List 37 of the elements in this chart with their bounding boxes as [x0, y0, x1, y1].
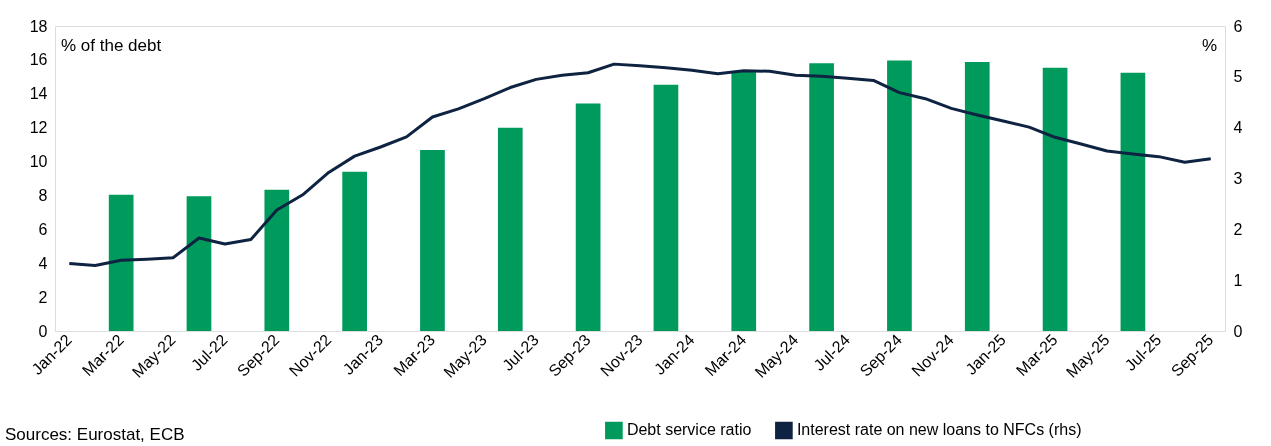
- source-note: Sources: Eurostat, ECB: [5, 425, 185, 444]
- y-tick-label: 0: [38, 322, 48, 340]
- line-series: [67, 62, 1213, 267]
- y-tick-label: 16: [29, 51, 48, 69]
- bar: [342, 171, 367, 331]
- bar: [497, 127, 523, 331]
- y-tick-label: 18: [29, 17, 48, 35]
- bar: [1042, 67, 1068, 331]
- y-tick-label: 4: [38, 254, 48, 272]
- y-tick-label: 10: [29, 153, 48, 171]
- bar: [809, 63, 834, 331]
- y-tick-label: 14: [29, 85, 48, 103]
- bar: [731, 71, 757, 331]
- bar: [264, 189, 290, 331]
- y2-axis-title: %: [1201, 36, 1217, 55]
- bar: [108, 194, 134, 331]
- y2-tick-label: 6: [1233, 17, 1243, 35]
- bar: [420, 150, 445, 331]
- bar: [575, 103, 601, 331]
- y2-tick-label: 5: [1233, 68, 1243, 86]
- legend-label: Interest rate on new loans to NFCs (rhs): [796, 421, 1082, 439]
- y-tick-label: 12: [29, 119, 48, 137]
- bar: [186, 196, 212, 331]
- bar: [1120, 72, 1146, 331]
- y2-tick-label: 1: [1233, 271, 1243, 289]
- bar: [964, 62, 990, 331]
- y2-tick-label: 4: [1233, 119, 1243, 137]
- bar: [653, 84, 679, 331]
- y-tick-label: 6: [38, 220, 48, 238]
- y-tick-label: 2: [38, 288, 48, 306]
- y2-tick-label: 3: [1233, 170, 1243, 187]
- bar: [887, 60, 912, 331]
- y2-tick-label: 0: [1233, 322, 1243, 340]
- y2-tick-label: 2: [1233, 220, 1243, 238]
- y-tick-label: 8: [38, 186, 48, 204]
- y-axis-title: % of the debt: [61, 36, 162, 55]
- legend-label: Debt service ratio: [626, 421, 752, 439]
